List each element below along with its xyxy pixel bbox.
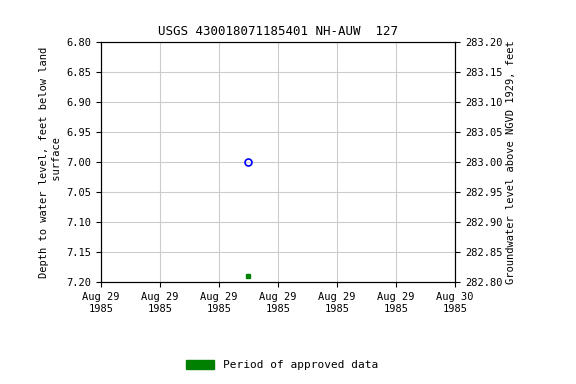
Legend: Period of approved data: Period of approved data xyxy=(182,355,382,375)
Y-axis label: Groundwater level above NGVD 1929, feet: Groundwater level above NGVD 1929, feet xyxy=(506,40,517,284)
Title: USGS 430018071185401 NH-AUW  127: USGS 430018071185401 NH-AUW 127 xyxy=(158,25,398,38)
Y-axis label: Depth to water level, feet below land
 surface: Depth to water level, feet below land su… xyxy=(39,46,62,278)
